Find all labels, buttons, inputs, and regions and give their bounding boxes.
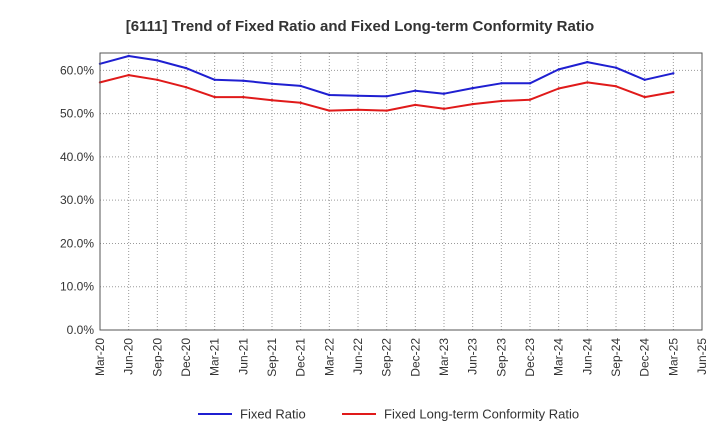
data-point xyxy=(299,84,302,88)
data-point xyxy=(586,60,589,64)
y-tick-label: 40.0% xyxy=(60,150,94,164)
x-axis: Mar-20 Jun-20 Sep-20 Dec-20 Mar-21 Jun-21 Sep-… xyxy=(93,338,709,377)
series-1 xyxy=(98,54,675,98)
y-tick-label: 50.0% xyxy=(60,107,94,121)
data-point xyxy=(385,109,388,112)
plot-frame xyxy=(99,52,703,331)
x-tick-label: Sep-23 xyxy=(494,338,508,377)
data-point xyxy=(328,93,331,97)
y-tick-label: 20.0% xyxy=(60,236,94,250)
legend-label: Fixed Long-term Conformity Ratio xyxy=(384,407,579,422)
legend-label: Fixed Ratio xyxy=(240,407,306,422)
y-tick-label: 10.0% xyxy=(60,280,94,294)
data-point xyxy=(270,82,274,85)
data-point xyxy=(299,101,302,105)
data-point xyxy=(586,81,589,84)
data-point xyxy=(614,85,618,88)
data-point xyxy=(213,95,216,99)
data-point xyxy=(127,54,130,58)
data-point xyxy=(270,99,274,102)
chart-title: [6111] Trend of Fixed Ratio and Fixed Lo… xyxy=(126,18,594,35)
legend: Fixed Ratio Fixed Long-term Conformity Ra… xyxy=(198,407,579,422)
x-tick-label: Mar-20 xyxy=(93,338,107,376)
data-point xyxy=(127,73,130,77)
data-point xyxy=(557,68,560,71)
x-tick-label: Dec-23 xyxy=(523,338,537,377)
x-tick-label: Jun-22 xyxy=(351,338,365,375)
data-point xyxy=(242,79,245,82)
data-point xyxy=(672,72,675,75)
data-point xyxy=(414,103,417,107)
y-axis: 0.0% 10.0% 20.0% 30.0% 40.0% 50.0% 60.0% xyxy=(60,63,94,337)
x-tick-label: Jun-25 xyxy=(695,338,709,375)
x-tick-label: Mar-21 xyxy=(208,338,222,376)
data-point xyxy=(213,78,216,82)
x-tick-label: Sep-20 xyxy=(150,338,164,377)
data-point xyxy=(328,109,331,112)
data-point xyxy=(414,89,417,92)
data-point xyxy=(643,78,646,82)
data-point xyxy=(156,78,159,82)
data-point xyxy=(471,102,474,106)
x-tick-label: Sep-22 xyxy=(380,338,394,377)
data-point xyxy=(643,95,646,99)
legend-item-2: Fixed Long-term Conformity Ratio xyxy=(342,407,579,422)
data-point xyxy=(156,59,159,62)
series-2 xyxy=(98,73,675,112)
x-tick-label: Dec-22 xyxy=(408,338,422,377)
data-point xyxy=(385,95,388,98)
x-tick-label: Jun-20 xyxy=(122,338,136,375)
data-point xyxy=(356,108,360,111)
x-tick-label: Jun-24 xyxy=(580,338,594,375)
data-point xyxy=(557,87,560,90)
data-point xyxy=(528,82,532,85)
x-tick-label: Mar-22 xyxy=(322,338,336,376)
x-tick-label: Jun-23 xyxy=(466,338,480,375)
x-tick-label: Sep-21 xyxy=(265,338,279,377)
data-point xyxy=(184,86,188,89)
y-tick-label: 30.0% xyxy=(60,193,94,207)
data-point xyxy=(184,66,188,70)
data-point xyxy=(471,86,474,90)
x-tick-label: Sep-24 xyxy=(609,338,623,377)
y-tick-label: 0.0% xyxy=(67,323,95,337)
x-tick-label: Dec-20 xyxy=(179,338,193,377)
data-point xyxy=(442,92,446,95)
data-point xyxy=(672,90,675,94)
series-lines xyxy=(98,54,675,112)
x-tick-label: Mar-24 xyxy=(552,338,566,376)
data-point xyxy=(500,99,503,103)
x-tick-label: Dec-24 xyxy=(638,338,652,377)
x-tick-label: Dec-21 xyxy=(294,338,308,377)
legend-item-1: Fixed Ratio xyxy=(198,407,306,422)
grid xyxy=(100,53,702,330)
y-tick-label: 60.0% xyxy=(60,63,94,77)
data-point xyxy=(242,95,245,99)
data-point xyxy=(614,66,618,69)
x-tick-label: Jun-21 xyxy=(236,338,250,375)
data-point xyxy=(442,107,446,111)
data-point xyxy=(356,94,360,98)
data-point xyxy=(528,98,532,101)
data-point xyxy=(500,82,503,85)
x-tick-label: Mar-23 xyxy=(437,338,451,376)
x-tick-label: Mar-25 xyxy=(666,338,680,376)
